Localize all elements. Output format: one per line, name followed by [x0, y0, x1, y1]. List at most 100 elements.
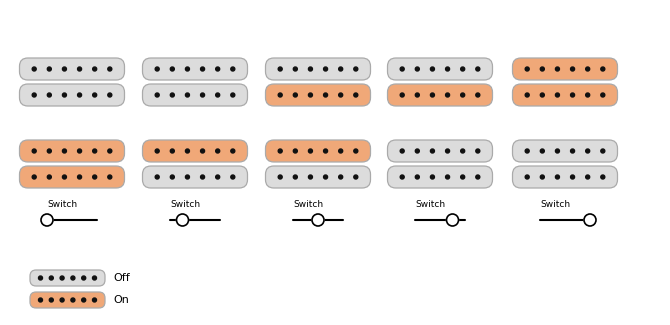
Circle shape	[170, 93, 174, 97]
Circle shape	[216, 175, 220, 179]
Circle shape	[78, 175, 82, 179]
Circle shape	[338, 149, 342, 153]
Circle shape	[446, 175, 450, 179]
Circle shape	[446, 149, 450, 153]
Circle shape	[32, 67, 36, 71]
Circle shape	[82, 298, 86, 302]
Circle shape	[324, 175, 328, 179]
Circle shape	[230, 67, 234, 71]
Circle shape	[446, 67, 450, 71]
Circle shape	[62, 67, 66, 71]
Circle shape	[540, 149, 544, 153]
Circle shape	[324, 67, 328, 71]
Circle shape	[476, 67, 480, 71]
Text: Switch: Switch	[293, 200, 323, 209]
Circle shape	[108, 67, 112, 71]
Circle shape	[186, 149, 190, 153]
FancyBboxPatch shape	[143, 58, 247, 80]
Circle shape	[601, 175, 605, 179]
Circle shape	[38, 276, 42, 280]
Circle shape	[230, 93, 234, 97]
Circle shape	[186, 93, 190, 97]
Circle shape	[50, 298, 54, 302]
FancyBboxPatch shape	[513, 140, 618, 162]
Circle shape	[555, 93, 559, 97]
Circle shape	[278, 149, 282, 153]
Circle shape	[200, 93, 204, 97]
Circle shape	[571, 175, 575, 179]
Circle shape	[415, 175, 419, 179]
Circle shape	[32, 93, 36, 97]
Circle shape	[476, 149, 480, 153]
FancyBboxPatch shape	[19, 58, 125, 80]
Circle shape	[525, 93, 529, 97]
FancyBboxPatch shape	[513, 58, 618, 80]
Circle shape	[555, 175, 559, 179]
Circle shape	[324, 149, 328, 153]
Circle shape	[461, 175, 465, 179]
Circle shape	[108, 93, 112, 97]
Circle shape	[278, 93, 282, 97]
Circle shape	[293, 149, 297, 153]
FancyBboxPatch shape	[513, 166, 618, 188]
Circle shape	[400, 93, 404, 97]
Circle shape	[584, 214, 596, 226]
Circle shape	[601, 67, 605, 71]
Circle shape	[92, 276, 96, 280]
Circle shape	[170, 175, 174, 179]
Circle shape	[60, 276, 64, 280]
Circle shape	[78, 93, 82, 97]
Circle shape	[338, 93, 342, 97]
Text: On: On	[113, 295, 129, 305]
Circle shape	[415, 67, 419, 71]
Circle shape	[92, 175, 96, 179]
Circle shape	[555, 149, 559, 153]
Circle shape	[32, 149, 36, 153]
Circle shape	[461, 67, 465, 71]
Circle shape	[92, 93, 96, 97]
Circle shape	[170, 149, 174, 153]
Text: Switch: Switch	[170, 200, 200, 209]
Circle shape	[586, 67, 590, 71]
Circle shape	[200, 67, 204, 71]
FancyBboxPatch shape	[265, 140, 371, 162]
FancyBboxPatch shape	[265, 84, 371, 106]
Circle shape	[78, 149, 82, 153]
Circle shape	[71, 276, 75, 280]
Circle shape	[430, 67, 434, 71]
Circle shape	[48, 67, 52, 71]
FancyBboxPatch shape	[19, 166, 125, 188]
Circle shape	[400, 67, 404, 71]
FancyBboxPatch shape	[265, 166, 371, 188]
Circle shape	[354, 149, 358, 153]
FancyBboxPatch shape	[143, 140, 247, 162]
Circle shape	[430, 175, 434, 179]
Circle shape	[540, 67, 544, 71]
FancyBboxPatch shape	[30, 292, 105, 308]
FancyBboxPatch shape	[19, 140, 125, 162]
Circle shape	[476, 175, 480, 179]
Circle shape	[430, 149, 434, 153]
Circle shape	[41, 214, 53, 226]
Circle shape	[48, 149, 52, 153]
Circle shape	[38, 298, 42, 302]
Circle shape	[400, 175, 404, 179]
Circle shape	[571, 93, 575, 97]
Circle shape	[476, 93, 480, 97]
Circle shape	[200, 149, 204, 153]
Circle shape	[525, 149, 529, 153]
Circle shape	[230, 175, 234, 179]
Circle shape	[293, 175, 297, 179]
Circle shape	[92, 298, 96, 302]
FancyBboxPatch shape	[387, 140, 492, 162]
Circle shape	[308, 93, 312, 97]
Circle shape	[461, 93, 465, 97]
Text: Switch: Switch	[47, 200, 77, 209]
Circle shape	[278, 67, 282, 71]
Text: Off: Off	[113, 273, 130, 283]
Circle shape	[601, 93, 605, 97]
Circle shape	[354, 67, 358, 71]
FancyBboxPatch shape	[513, 84, 618, 106]
Circle shape	[525, 175, 529, 179]
Circle shape	[540, 93, 544, 97]
